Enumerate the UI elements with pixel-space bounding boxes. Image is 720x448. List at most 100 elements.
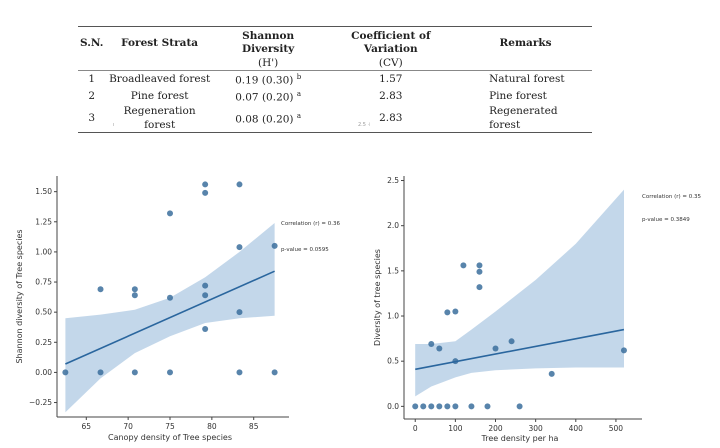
cell-remarks: Pine forest [489, 89, 547, 102]
data-point [460, 262, 467, 269]
scan-artifact-left: ı [113, 122, 115, 128]
cell-strata: Pine forest [130, 89, 189, 102]
data-point [167, 369, 173, 376]
data-point [131, 369, 138, 376]
cell-shannon: 0.19 (0.30) b [235, 73, 302, 87]
cell-shannon: 0.08 (0.20) a [235, 112, 302, 126]
x-tick-label: 75 [165, 422, 175, 431]
y-tick-label: 0.75 [35, 278, 52, 287]
x-axis-label: Canopy density of Tree species [108, 433, 232, 442]
cell-strata: Broadleaved forest [109, 72, 211, 85]
forest-strata-table: S.N. Forest Strata Shannon Diversity Coe… [78, 26, 592, 133]
header-cv: Coefficient of Variation [351, 30, 431, 55]
data-point [492, 345, 499, 352]
x-tick-label: 500 [609, 424, 624, 433]
data-point [436, 403, 443, 410]
y-tick-label: 1.00 [35, 247, 52, 256]
data-point [271, 369, 278, 376]
cell-cv: 1.57 [379, 72, 403, 85]
x-tick-label: 300 [528, 424, 543, 433]
x-tick-label: 70 [123, 422, 133, 431]
data-point [516, 403, 523, 410]
data-point [167, 294, 173, 301]
x-tick-label: 0 [413, 424, 418, 433]
data-point [444, 403, 451, 410]
cell-sn: 2 [88, 89, 96, 102]
x-tick-label: 80 [207, 422, 217, 431]
y-tick-label: 1.5 [387, 266, 399, 275]
header-shannon: Shannon Diversity [242, 30, 295, 55]
data-point [97, 369, 104, 376]
data-point [236, 369, 243, 376]
data-point [202, 292, 209, 299]
data-point [444, 309, 451, 316]
data-point [131, 286, 138, 293]
regression-line [65, 270, 275, 365]
data-point [412, 403, 419, 410]
y-tick-label: 0.25 [35, 338, 52, 347]
y-tick-label: 0.50 [35, 308, 52, 317]
data-point [428, 403, 435, 410]
tree-density-scatter: 0.0 0.5 1.0 1.5 2.0 2.5 0 100 200 300 400 500 Tree d… [373, 176, 701, 443]
y-tick-label: 0.0 [387, 402, 399, 411]
y-tick-label: 1.25 [35, 217, 52, 226]
scan-artifact-right: 2.5 ˧ [358, 122, 371, 128]
data-point [271, 242, 278, 249]
header-shannon-sub: (H') [258, 57, 279, 69]
y-tick-label: 1.50 [35, 187, 52, 196]
data-point [436, 345, 443, 352]
y-tick-label: 0.00 [35, 368, 52, 377]
data-point [202, 282, 209, 289]
table-row: 1 Broadleaved forest 0.19 (0.30) b 1.57 … [78, 70, 592, 89]
data-point [452, 403, 459, 410]
data-point [452, 308, 459, 315]
data-point [476, 268, 483, 275]
data-point [167, 210, 173, 217]
data-point [236, 244, 243, 251]
y-axis-label: Shannon diversity of Tree species [15, 229, 24, 363]
cell-shannon: 0.07 (0.20) a [235, 90, 302, 104]
cell-strata: Regeneration forest [123, 105, 196, 131]
canopy-density-scatter: −0.25 0.00 0.25 0.50 0.75 1.00 1.25 1.50 65 70 75 8… [15, 176, 340, 442]
cell-remarks: Regenerated forest [489, 105, 558, 131]
x-tick-label: 100 [448, 424, 463, 433]
cell-sn: 1 [88, 72, 96, 85]
data-point [476, 284, 483, 291]
data-point [236, 181, 243, 188]
data-point [428, 341, 435, 348]
data-point [476, 262, 483, 269]
data-point [131, 292, 138, 299]
data-point [202, 326, 209, 333]
y-axis-label: Diversity of tree species [373, 249, 382, 346]
data-point [420, 403, 427, 410]
correlation-annotation: Correlation (r) = 0.36 [281, 221, 340, 227]
cell-cv: 2.83 [379, 89, 403, 102]
y-tick-label: 1.0 [387, 312, 399, 321]
y-tick-label: −0.25 [29, 398, 52, 407]
y-tick-label: 0.5 [387, 357, 399, 366]
p-value-annotation: p-value = 0.3849 [642, 217, 690, 223]
header-sn: S.N. [80, 36, 104, 49]
x-tick-label: 85 [249, 422, 259, 431]
header-forest-strata: Forest Strata [121, 36, 199, 49]
y-tick-label: 2.5 [387, 176, 399, 185]
x-tick-label: 200 [488, 424, 503, 433]
data-point [508, 338, 515, 345]
table-row: 2 Pine forest 0.07 (0.20) a 2.83 Pine fo… [78, 88, 592, 105]
confidence-band [415, 189, 624, 397]
x-tick-label: 400 [569, 424, 584, 433]
data-point [202, 181, 209, 188]
data-point [484, 403, 491, 410]
x-axis-label: Tree density per ha [481, 434, 559, 443]
regression-line [415, 328, 625, 371]
data-point [620, 347, 627, 354]
header-cv-sub: (CV) [378, 57, 403, 69]
cell-sn: 3 [88, 111, 96, 124]
table-row: 3 Regeneration forest 0.08 (0.20) a 2.83… [78, 105, 592, 133]
data-point [236, 309, 243, 316]
data-point [548, 370, 555, 377]
p-value-annotation: p-value = 0.0595 [281, 247, 329, 253]
header-remarks: Remarks [499, 36, 552, 49]
x-tick-label: 65 [82, 422, 92, 431]
